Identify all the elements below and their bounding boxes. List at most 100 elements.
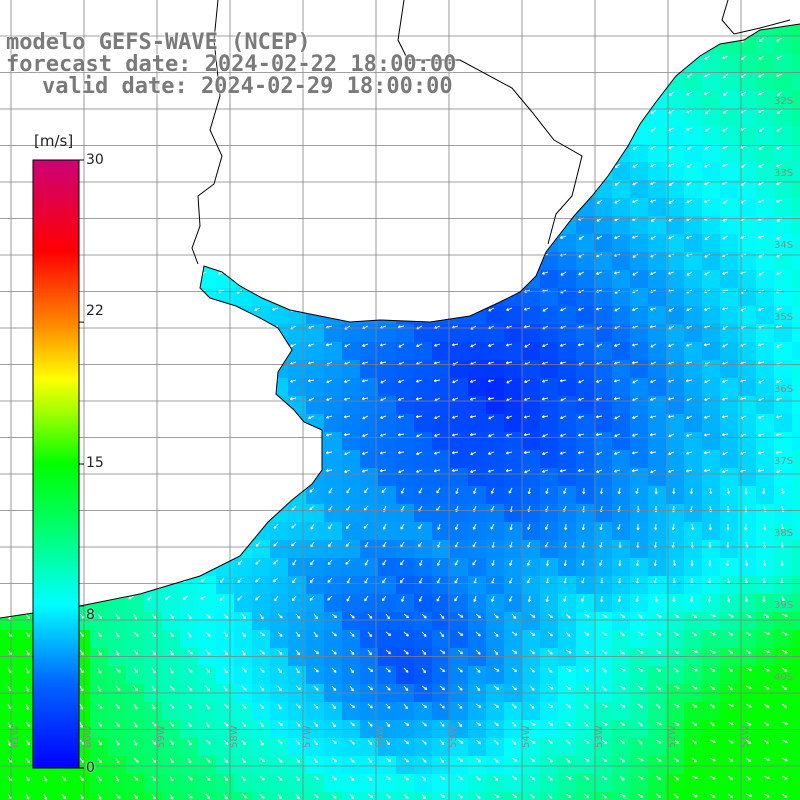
- sea-cell: [756, 612, 775, 631]
- sea-cell: [558, 126, 577, 145]
- sea-cell: [594, 432, 613, 451]
- sea-cell: [162, 666, 181, 685]
- sea-cell: [486, 306, 505, 325]
- wind-arrow: [346, 595, 351, 602]
- sea-cell: [252, 342, 271, 361]
- sea-cell: [432, 576, 451, 595]
- sea-cell: [306, 180, 325, 199]
- wind-arrow: [763, 703, 770, 708]
- sea-cell: [594, 702, 613, 721]
- wind-arrow: [346, 487, 351, 494]
- sea-cell: [576, 648, 595, 667]
- wind-arrow: [614, 163, 621, 169]
- sea-cell: [612, 54, 631, 73]
- wind-arrow: [38, 109, 45, 114]
- wind-arrow: [128, 595, 135, 600]
- wind-arrow: [277, 757, 283, 763]
- sea-cell: [630, 468, 649, 487]
- sea-cell: [486, 24, 505, 37]
- wind-arrow: [271, 415, 279, 419]
- wind-arrow: [614, 433, 621, 438]
- sea-cell: [612, 378, 631, 397]
- wind-arrow: [133, 703, 138, 710]
- sea-cell: [0, 108, 19, 127]
- wind-arrow: [151, 793, 156, 800]
- sea-cell: [234, 144, 253, 163]
- wind-arrow: [398, 271, 405, 276]
- wind-arrow: [92, 127, 99, 132]
- sea-cell: [522, 162, 541, 181]
- wind-arrow: [363, 20, 368, 23]
- wind-arrow: [364, 595, 369, 602]
- wind-arrow: [523, 307, 531, 311]
- sea-cell: [288, 378, 307, 397]
- sea-cell: [468, 144, 487, 163]
- sea-cell: [594, 108, 613, 127]
- sea-cell: [612, 126, 631, 145]
- sea-cell: [756, 666, 775, 685]
- sea-cell: [702, 144, 721, 163]
- wind-arrow: [92, 343, 99, 348]
- wind-arrow: [25, 649, 30, 656]
- sea-cell: [450, 396, 469, 415]
- wind-arrow: [97, 793, 102, 800]
- wind-arrow: [617, 487, 621, 495]
- wind-arrow: [776, 271, 783, 276]
- wind-arrow: [578, 127, 585, 132]
- wind-arrow: [164, 343, 171, 348]
- wind-arrow: [200, 595, 207, 600]
- sea-cell: [108, 648, 127, 667]
- wind-arrow: [367, 721, 373, 727]
- sea-cell: [216, 396, 235, 415]
- wind-arrow: [691, 685, 698, 690]
- wind-arrow: [397, 199, 405, 203]
- sea-cell: [648, 630, 667, 649]
- sea-cell: [756, 414, 775, 433]
- sea-cell: [108, 486, 127, 505]
- sea-cell: [90, 180, 109, 199]
- sea-cell: [792, 252, 800, 271]
- wind-arrow: [25, 667, 30, 674]
- wind-arrow: [673, 649, 679, 655]
- sea-cell: [450, 558, 469, 577]
- sea-cell: [90, 396, 109, 415]
- wind-arrow: [361, 379, 369, 383]
- wind-arrow: [115, 775, 120, 782]
- sea-cell: [162, 558, 181, 577]
- sea-cell: [162, 774, 181, 793]
- wind-arrow: [127, 235, 135, 239]
- wind-arrow: [115, 793, 121, 799]
- sea-cell: [486, 774, 505, 793]
- wind-arrow: [599, 487, 604, 495]
- sea-cell: [774, 450, 793, 469]
- wind-arrow: [379, 235, 387, 239]
- sea-cell: [504, 450, 523, 469]
- wind-arrow: [146, 163, 153, 168]
- sea-cell: [504, 612, 523, 631]
- sea-cell: [234, 180, 253, 199]
- sea-cell: [720, 72, 739, 91]
- sea-cell: [324, 162, 343, 181]
- sea-cell: [162, 468, 181, 487]
- wind-arrow: [489, 37, 495, 43]
- sea-cell: [702, 378, 721, 397]
- sea-cell: [756, 432, 775, 451]
- sea-cell: [612, 486, 631, 505]
- wind-arrow: [292, 577, 297, 584]
- wind-arrow: [133, 757, 139, 763]
- sea-cell: [486, 270, 505, 289]
- sea-cell: [252, 108, 271, 127]
- sea-cell: [594, 450, 613, 469]
- sea-cell: [558, 774, 577, 793]
- sea-cell: [594, 54, 613, 73]
- wind-arrow: [527, 487, 531, 495]
- wind-arrow: [164, 181, 171, 187]
- wind-arrow: [686, 415, 693, 420]
- wind-arrow: [529, 721, 536, 726]
- sea-cell: [468, 198, 487, 217]
- wind-arrow: [434, 109, 441, 114]
- sea-cell: [558, 0, 577, 19]
- wind-arrow: [745, 703, 752, 708]
- sea-cell: [126, 144, 145, 163]
- sea-cell: [342, 342, 361, 361]
